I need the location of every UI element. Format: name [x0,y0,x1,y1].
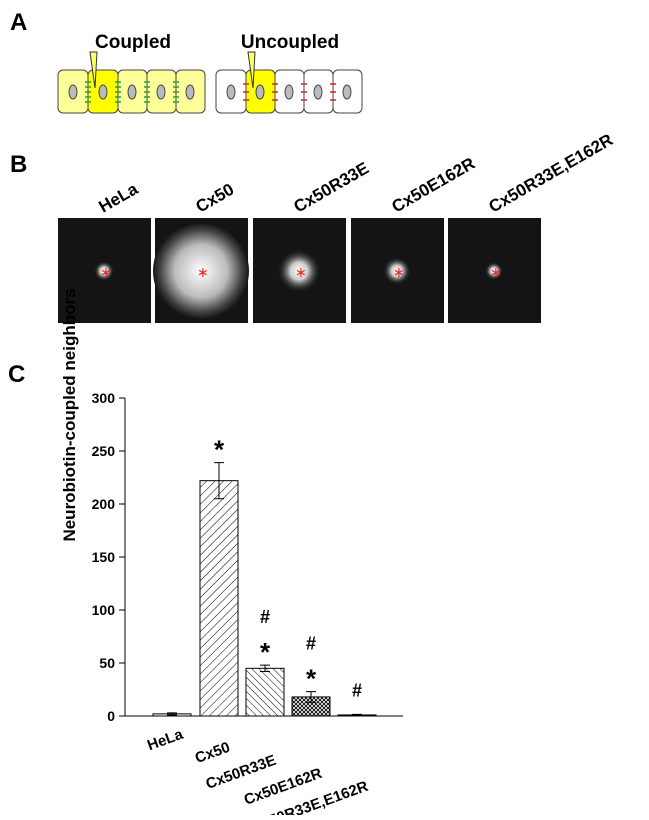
bar [199,480,239,717]
image-label: Cx50E162R [389,154,479,217]
injection-site: ∗ [393,264,405,280]
injection-site: ∗ [197,264,209,280]
fluorescence [94,261,114,281]
fluorescence [485,262,503,280]
significance-marker: * [260,637,271,667]
coupled-label: Coupled [95,32,171,53]
image-label: Cx50R33E [291,158,373,216]
error-bar [306,691,316,703]
error-bar [214,462,224,500]
y-tick-label: 0 [107,708,115,724]
y-tick-label: 50 [99,655,115,671]
error-bar [260,664,270,672]
error-bar [167,712,177,716]
image-label: HeLa [96,179,142,217]
significance-marker: * [306,664,317,694]
x-tick-label: HeLa [145,726,186,755]
micrographs: HeLa ∗ Cx50 ∗ Cx50R33E ∗ Cx50E162R ∗ Cx50R33E,E1… [58,130,616,323]
image-label: Cx50 [193,180,238,217]
bar [245,667,285,717]
injection-site: ∗ [490,264,502,280]
coupled-cells [57,51,206,114]
y-tick-label: 100 [92,602,116,618]
uncoupled-cells [215,51,363,114]
significance-marker: # [260,607,270,627]
x-tick-label: Cx50 [193,739,233,767]
fluorescence [277,249,321,293]
injection-site: ∗ [100,264,112,280]
fluorescence [153,223,249,319]
panel-label: A [10,9,27,36]
y-tick-label: 200 [92,496,116,512]
error-bar [352,713,362,716]
significance-marker: # [352,680,362,700]
y-axis-label: Neurobiotin-coupled neighbors [60,288,79,541]
fluorescence [383,257,411,285]
y-tick-label: 250 [92,443,116,459]
panel-label: C [8,361,25,388]
image-label: Cx50R33E,E162R [486,130,617,216]
y-tick-label: 150 [92,549,116,565]
significance-marker: # [306,634,316,654]
y-tick-label: 300 [92,390,116,406]
uncoupled-label: Uncoupled [241,32,339,53]
panel-label: B [10,151,27,178]
injection-site: ∗ [295,264,307,280]
significance-marker: * [214,435,225,465]
bar-chart: 050100150200250300HeLa*Cx50#*Cx50R33E#*C… [92,390,403,820]
